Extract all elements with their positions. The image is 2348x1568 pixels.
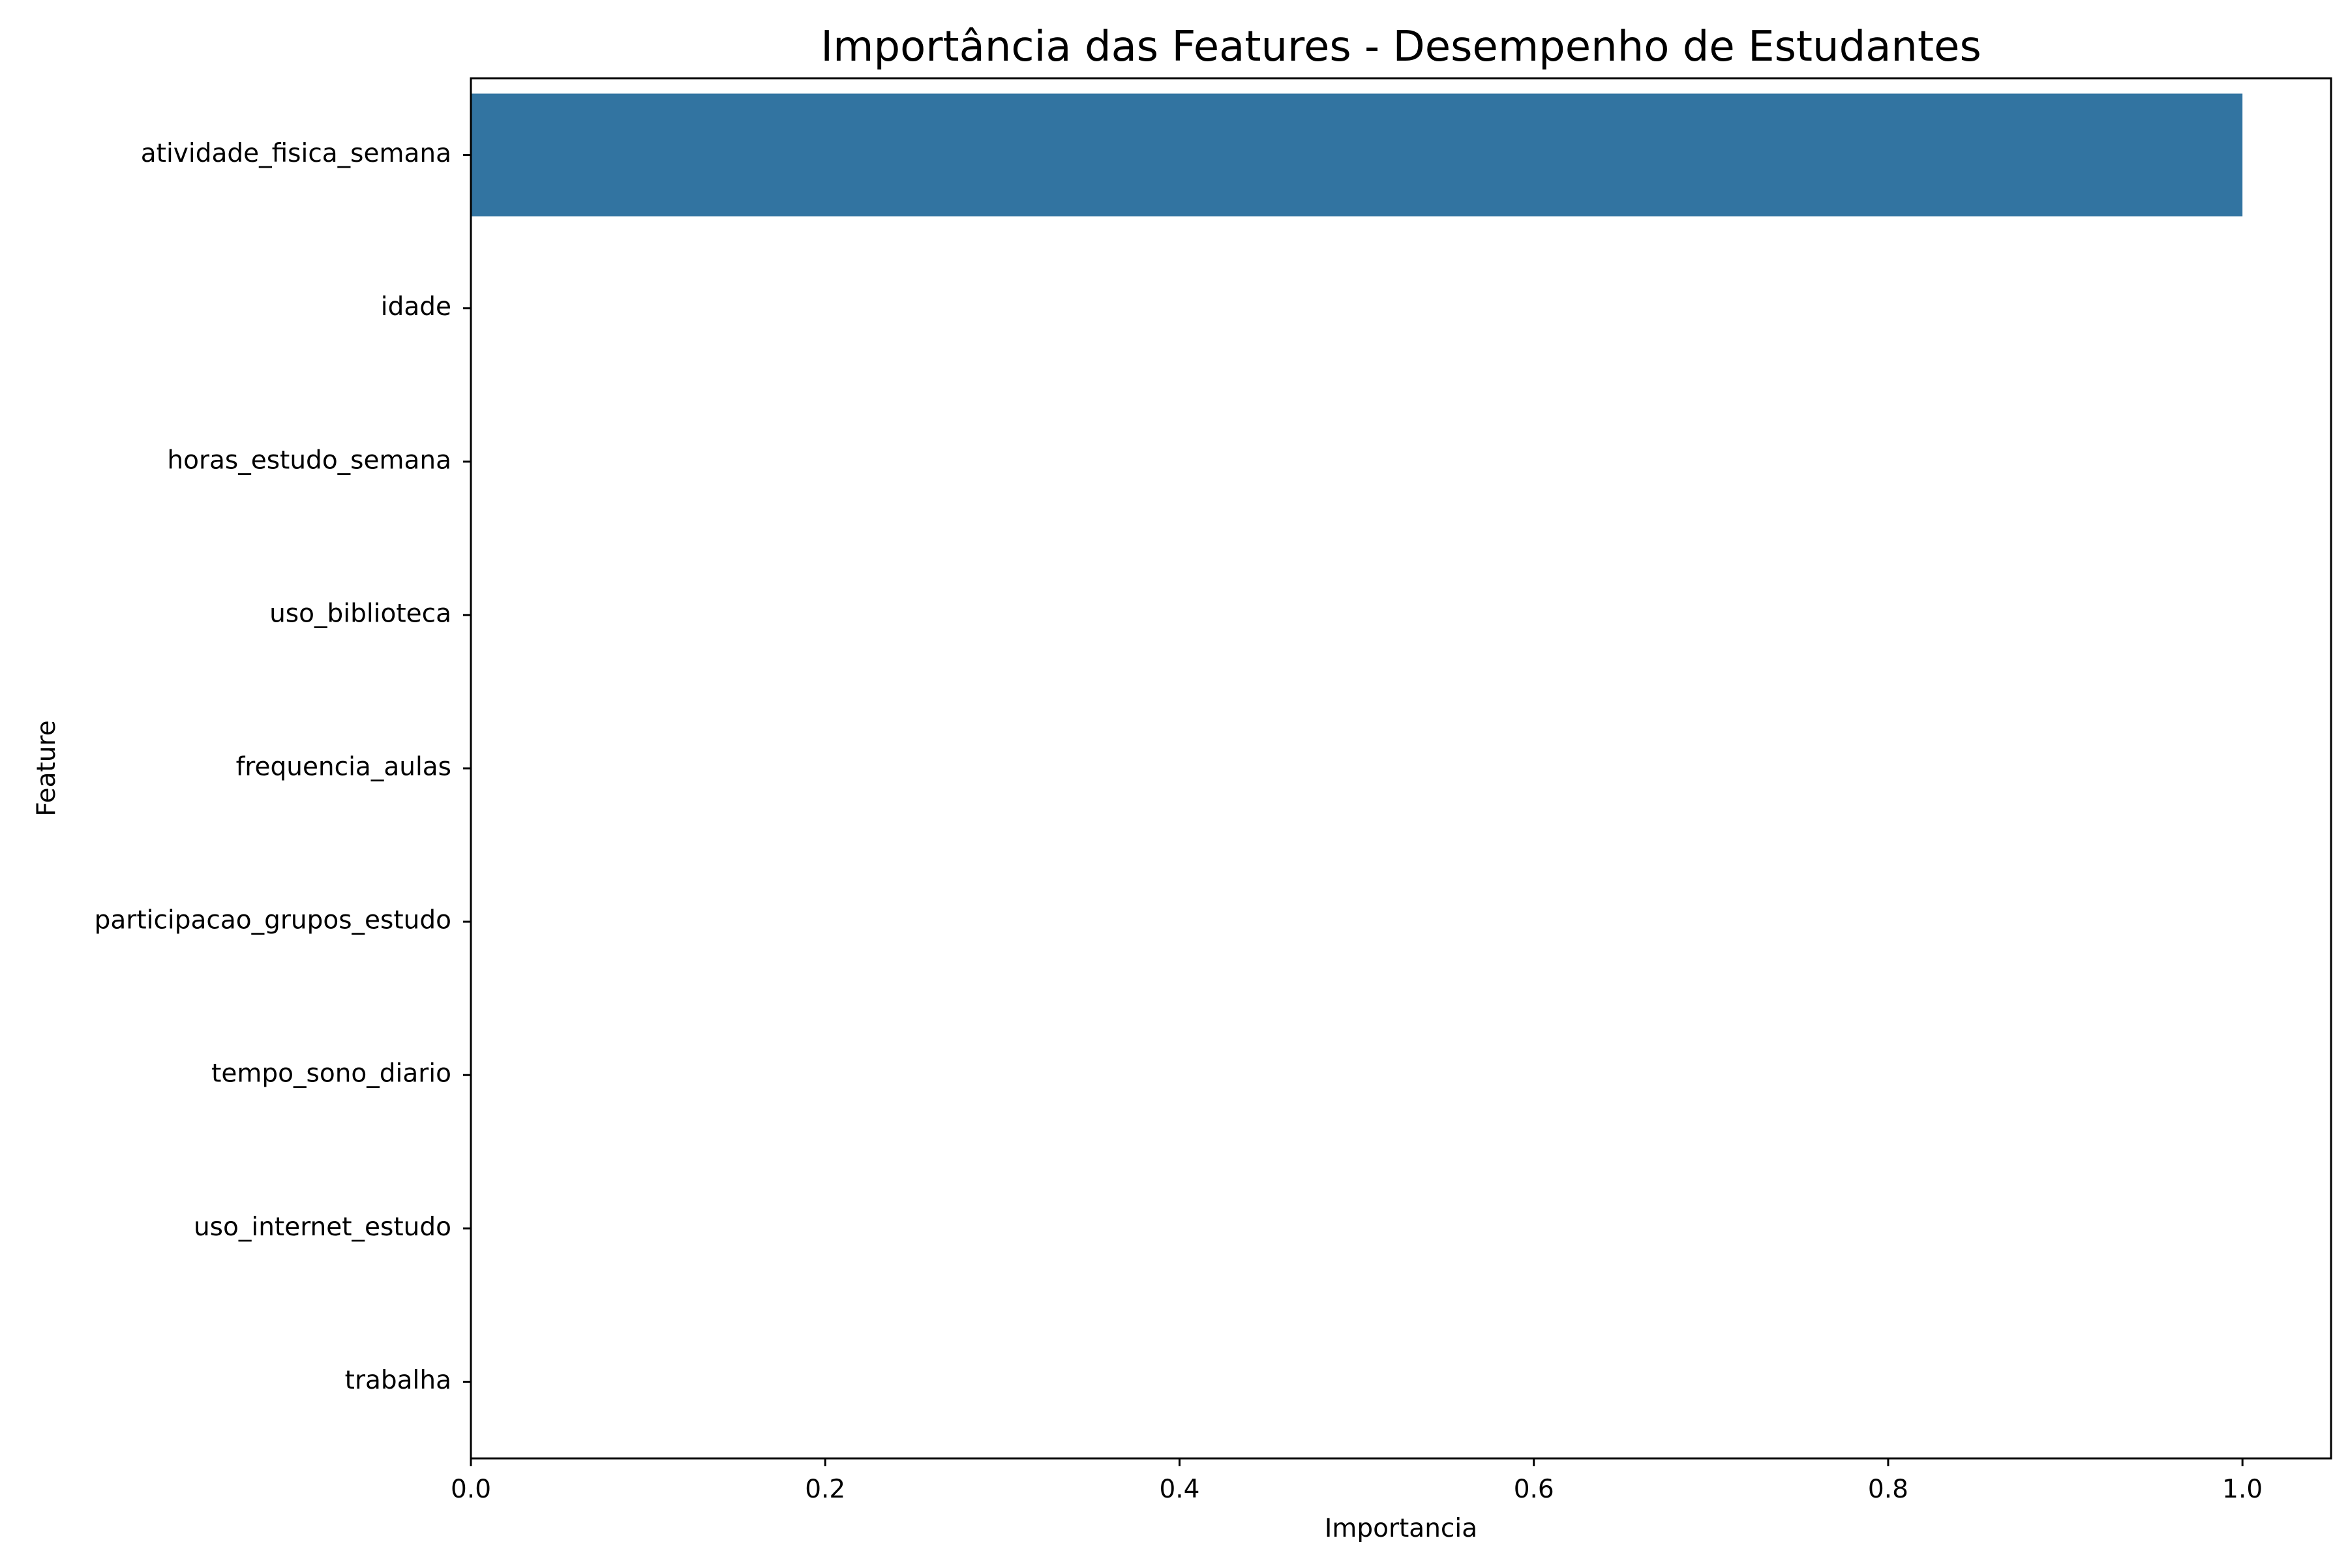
x-axis-ticks: 0.0 0.2 0.4 0.6 0.8 1.0 bbox=[451, 1458, 2263, 1504]
y-tick-label: idade bbox=[381, 292, 451, 322]
x-tick-label: 0.6 bbox=[1514, 1475, 1554, 1504]
y-tick-label: trabalha bbox=[345, 1366, 451, 1395]
bars-layer bbox=[471, 93, 2243, 217]
plot-area-frame bbox=[470, 77, 2332, 1460]
y-tick-label: participacao_grupos_estudo bbox=[95, 906, 451, 935]
x-tick-label: 0.4 bbox=[1159, 1475, 1199, 1504]
y-tick-label: atividade_fisica_semana bbox=[141, 139, 451, 168]
y-tick-label: uso_biblioteca bbox=[269, 599, 451, 628]
x-tick-label: 0.8 bbox=[1868, 1475, 1908, 1504]
x-tick-label: 0.0 bbox=[451, 1475, 491, 1504]
x-tick-label: 0.2 bbox=[805, 1475, 845, 1504]
bar-atividade-fisica-semana bbox=[471, 93, 2243, 217]
y-tick-label: horas_estudo_semana bbox=[167, 445, 451, 475]
y-tick-label: tempo_sono_diario bbox=[211, 1059, 451, 1089]
y-axis-label: Feature bbox=[32, 720, 61, 816]
chart-title: Importância das Features - Desempenho de… bbox=[820, 23, 1981, 71]
x-axis-label: Importancia bbox=[1325, 1514, 1477, 1543]
x-tick-label: 1.0 bbox=[2222, 1475, 2263, 1504]
y-tick-label: frequencia_aulas bbox=[236, 753, 451, 782]
y-tick-label: uso_internet_estudo bbox=[194, 1213, 451, 1242]
